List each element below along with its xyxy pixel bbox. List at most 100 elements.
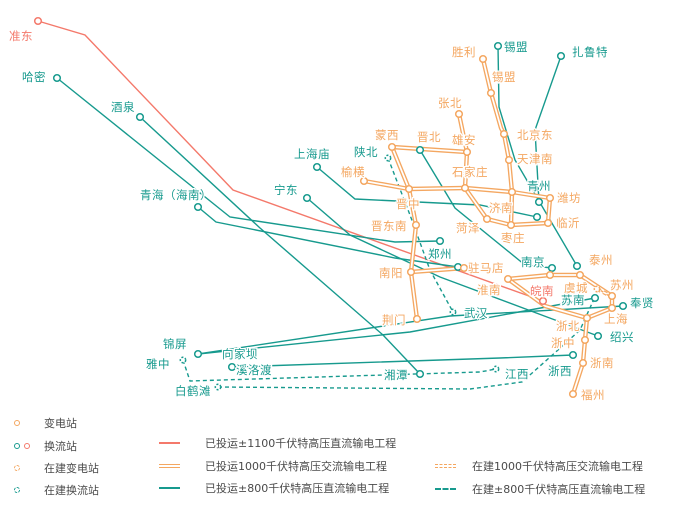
station-label-beijingdong: 北京东 — [517, 128, 553, 142]
transmission-lines — [37, 20, 624, 395]
station-node-ximeng-ac[interactable] — [486, 88, 496, 98]
station-node-yazhong[interactable] — [179, 356, 187, 364]
station-node-weifang[interactable] — [545, 193, 555, 203]
station-label-zhumadian-ac: 驻马店 — [468, 261, 504, 275]
station-node-fengxian[interactable] — [618, 301, 628, 311]
line-ac1000 — [464, 187, 513, 193]
station-node-taizhou-dc[interactable] — [572, 261, 582, 271]
legend-label-converter-uc: 在建换流站 — [44, 484, 99, 498]
station-label-shanghaimiao: 上海庙 — [294, 147, 330, 161]
legend-item-converter-uc: 在建换流站 — [8, 479, 99, 501]
station-node-jindongnan[interactable] — [411, 220, 421, 230]
station-node-xiangtan[interactable] — [415, 369, 425, 379]
station-label-qingzhou: 青州 — [527, 179, 551, 193]
station-node-zhebei[interactable] — [582, 313, 592, 323]
station-label-wannan: 皖南 — [530, 284, 554, 298]
station-node-shanghai[interactable] — [607, 303, 617, 313]
station-node-nanyang[interactable] — [406, 267, 416, 277]
station-node-wannan[interactable] — [538, 296, 548, 306]
station-node-wuhan[interactable] — [449, 308, 457, 316]
station-node-ximeng-dc[interactable] — [493, 41, 503, 51]
station-node-jiangxi[interactable] — [492, 365, 500, 373]
line-ac1000 — [408, 187, 466, 190]
legend-item-substation: 变电站 — [8, 412, 99, 434]
station-node-linyi-dc[interactable] — [532, 212, 542, 222]
station-node-zhalute[interactable] — [556, 51, 566, 61]
line-ac1000 — [572, 317, 588, 395]
station-node-shaoxing[interactable] — [593, 331, 603, 341]
station-node-taizhou-ac[interactable] — [575, 270, 585, 280]
station-node-fuzhou[interactable] — [568, 389, 578, 399]
converter-station-icon — [14, 442, 20, 449]
substation-under-construction-icon — [14, 464, 20, 471]
station-node-mengxi[interactable] — [387, 142, 397, 152]
station-label-yuheng: 榆横 — [341, 165, 365, 179]
station-node-nanjing-dc[interactable] — [547, 263, 557, 273]
station-node-yucheng[interactable] — [593, 285, 601, 293]
station-node-zhumadian-ac[interactable] — [459, 263, 469, 273]
station-node-zhangbei[interactable] — [454, 109, 464, 119]
station-node-shanghaimiao[interactable] — [312, 162, 322, 172]
legend-label-ac1000: 已投运1000千伏特高压交流输电工程 — [205, 459, 387, 473]
station-node-shaanbei[interactable] — [384, 154, 392, 162]
station-node-zhezhong[interactable] — [580, 335, 590, 345]
station-node-qinghai-hainan[interactable] — [193, 202, 203, 212]
legend-label-dc800-uc: 在建±800千伏特高压直流输电工程 — [472, 482, 646, 496]
station-label-zhengzhou: 郑州 — [428, 247, 452, 261]
legend-label-converter: 换流站 — [44, 439, 77, 453]
station-label-weifang: 潍坊 — [557, 191, 581, 205]
station-node-linyi-ac[interactable] — [543, 218, 553, 228]
station-node-sunan[interactable] — [590, 293, 600, 303]
station-node-qingzhou[interactable] — [534, 197, 544, 207]
legend-item-ac1000-uc: 在建1000千伏特高压交流输电工程 — [433, 455, 645, 477]
legend-label-substation: 变电站 — [44, 417, 77, 431]
station-node-zhexi[interactable] — [568, 350, 578, 360]
legend-item-substation-uc: 在建变电站 — [8, 457, 99, 479]
station-label-linyi-ac: 临沂 — [556, 216, 580, 230]
station-node-shijiazhuang[interactable] — [460, 183, 470, 193]
station-node-huainan[interactable] — [503, 274, 513, 284]
station-label-zhezhong: 浙中 — [551, 336, 575, 350]
legend-item-dc800-uc: 在建±800千伏特高压直流输电工程 — [433, 477, 645, 499]
station-label-sunan: 苏南 — [561, 293, 585, 307]
line-ac1000 — [458, 113, 468, 153]
station-node-zhenan[interactable] — [578, 358, 588, 368]
station-node-beijingdong[interactable] — [499, 129, 509, 139]
station-node-jinping[interactable] — [193, 349, 203, 359]
station-node-hami[interactable] — [52, 73, 62, 83]
station-node-ningdong[interactable] — [302, 193, 312, 203]
station-node-xiongan[interactable] — [462, 147, 472, 157]
station-node-jinbei[interactable] — [415, 145, 425, 155]
station-node-heze[interactable] — [482, 214, 492, 224]
line-dc800_uc — [217, 298, 595, 390]
station-node-xiluodu[interactable] — [227, 362, 237, 372]
station-node-baihetan[interactable] — [214, 383, 222, 391]
station-node-zhundong[interactable] — [33, 16, 43, 26]
ac1000-uc-line-icon — [435, 464, 456, 469]
line-ac1000 — [510, 191, 513, 226]
station-node-jiuquan[interactable] — [135, 112, 145, 122]
station-label-yazhong: 雅中 — [146, 357, 170, 371]
station-node-zhengzhou[interactable] — [435, 236, 445, 246]
station-node-yuheng[interactable] — [359, 176, 369, 186]
station-node-shengli[interactable] — [478, 54, 488, 64]
legend-item-ac1000: 已投运1000千伏特高压交流输电工程 — [157, 454, 396, 476]
station-label-jindongnan: 晋东南 — [371, 219, 407, 233]
dc1100-line-icon — [159, 442, 180, 445]
station-node-jinan[interactable] — [507, 187, 517, 197]
station-node-suzhou[interactable] — [607, 291, 617, 301]
station-node-jingmen[interactable] — [412, 314, 422, 324]
station-label-ximeng-ac: 锡盟 — [492, 70, 516, 84]
station-label-xiongan: 雄安 — [452, 133, 476, 147]
station-node-zaozhuang[interactable] — [506, 220, 516, 230]
station-node-tianjinnan[interactable] — [504, 155, 514, 165]
line-dc800 — [197, 297, 596, 355]
station-label-zhundong: 准东 — [9, 29, 33, 43]
line-dc800 — [197, 305, 624, 355]
station-label-shaanbei: 陕北 — [354, 145, 378, 159]
line-ac1000 — [482, 58, 492, 94]
station-node-jinzhong[interactable] — [404, 184, 414, 194]
station-node-nanjing-ac[interactable] — [545, 270, 555, 280]
legend-station-types: 变电站换流站在建变电站在建换流站 — [8, 412, 99, 502]
